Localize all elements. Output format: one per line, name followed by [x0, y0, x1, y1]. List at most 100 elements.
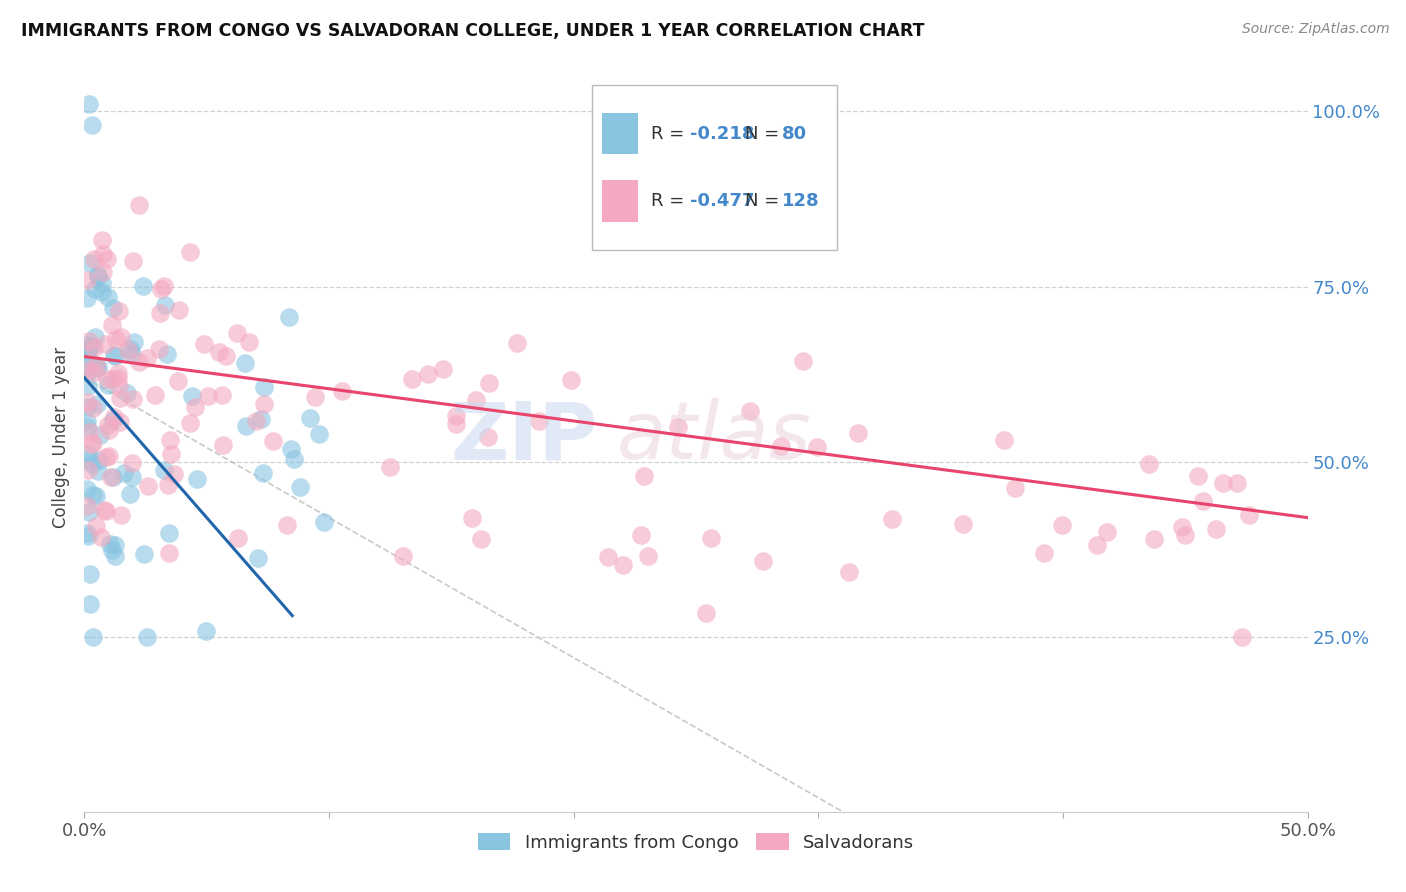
- Point: [1212, 475, 1234, 490]
- Point: [110, 391, 132, 405]
- Point: [633, 468, 655, 483]
- Point: [97, 449, 120, 463]
- Point: [79, 255, 101, 269]
- Point: [211, 438, 233, 452]
- Point: [76, 273, 98, 287]
- Point: [80, 119, 103, 133]
- Point: [76, 366, 98, 380]
- Point: [1205, 523, 1227, 537]
- Point: [1192, 493, 1215, 508]
- Point: [1137, 457, 1160, 471]
- Point: [1004, 481, 1026, 495]
- Point: [90, 276, 112, 290]
- Point: [121, 392, 143, 406]
- Point: [103, 410, 125, 425]
- Point: [76, 343, 98, 358]
- Point: [128, 355, 150, 369]
- Point: [108, 303, 131, 318]
- Point: [150, 282, 173, 296]
- Point: [136, 479, 159, 493]
- Point: [465, 393, 488, 408]
- Point: [288, 480, 311, 494]
- Point: [235, 419, 257, 434]
- Text: Source: ZipAtlas.com: Source: ZipAtlas.com: [1241, 22, 1389, 37]
- Point: [110, 508, 132, 522]
- Point: [87, 268, 110, 282]
- Point: [529, 414, 551, 428]
- Text: IMMIGRANTS FROM CONGO VS SALVADORAN COLLEGE, UNDER 1 YEAR CORRELATION CHART: IMMIGRANTS FROM CONGO VS SALVADORAN COLL…: [21, 22, 925, 40]
- Point: [330, 384, 353, 399]
- Point: [82, 488, 104, 502]
- Point: [233, 356, 256, 370]
- Point: [76, 414, 98, 428]
- Point: [93, 503, 115, 517]
- Point: [96, 372, 118, 386]
- Point: [1226, 476, 1249, 491]
- Point: [769, 439, 792, 453]
- Text: 80: 80: [782, 125, 807, 143]
- Point: [312, 516, 335, 530]
- Point: [194, 624, 217, 639]
- Point: [446, 417, 468, 432]
- Text: ZIP: ZIP: [451, 398, 598, 476]
- Point: [122, 334, 145, 349]
- Point: [612, 558, 634, 573]
- Point: [84, 330, 107, 344]
- Point: [77, 351, 100, 366]
- Point: [83, 341, 105, 355]
- Point: [197, 389, 219, 403]
- Point: [806, 440, 828, 454]
- Point: [1050, 517, 1073, 532]
- Point: [118, 487, 141, 501]
- Point: [80, 437, 103, 451]
- Point: [108, 379, 131, 393]
- Point: [226, 531, 249, 545]
- Point: [79, 566, 101, 581]
- Text: atlas: atlas: [616, 398, 811, 476]
- Point: [143, 387, 166, 401]
- Text: -0.218: -0.218: [690, 125, 755, 143]
- Point: [76, 482, 98, 496]
- Point: [695, 607, 717, 621]
- Point: [82, 401, 104, 415]
- Point: [97, 417, 120, 432]
- Point: [76, 526, 98, 541]
- Point: [97, 377, 120, 392]
- Point: [112, 466, 135, 480]
- Point: [1095, 525, 1118, 540]
- Point: [117, 343, 139, 358]
- Point: [76, 379, 98, 393]
- Point: [77, 363, 100, 377]
- Point: [1085, 538, 1108, 552]
- Point: [77, 334, 100, 348]
- Point: [308, 427, 330, 442]
- Point: [98, 537, 121, 551]
- Point: [276, 517, 298, 532]
- Point: [280, 442, 302, 457]
- Point: [160, 446, 183, 460]
- Point: [238, 334, 260, 349]
- Text: R =: R =: [651, 125, 690, 143]
- Point: [149, 306, 172, 320]
- Point: [96, 252, 118, 266]
- Point: [156, 347, 179, 361]
- Point: [84, 359, 107, 373]
- Point: [167, 374, 190, 388]
- Point: [77, 452, 100, 467]
- Point: [993, 434, 1015, 448]
- Point: [91, 285, 114, 300]
- Point: [82, 630, 104, 644]
- Point: [76, 420, 98, 434]
- Point: [208, 345, 231, 359]
- Point: [560, 373, 582, 387]
- Point: [262, 434, 284, 448]
- Point: [93, 337, 115, 351]
- Point: [97, 423, 120, 437]
- Point: [193, 337, 215, 351]
- Point: [252, 380, 274, 394]
- Point: [1033, 546, 1056, 560]
- Point: [751, 554, 773, 568]
- Point: [91, 247, 114, 261]
- Point: [461, 510, 484, 524]
- Point: [598, 550, 620, 565]
